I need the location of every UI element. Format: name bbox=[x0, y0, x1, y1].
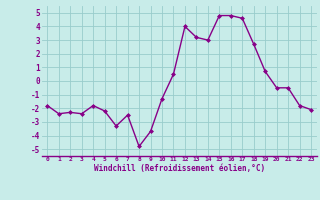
X-axis label: Windchill (Refroidissement éolien,°C): Windchill (Refroidissement éolien,°C) bbox=[94, 164, 265, 173]
